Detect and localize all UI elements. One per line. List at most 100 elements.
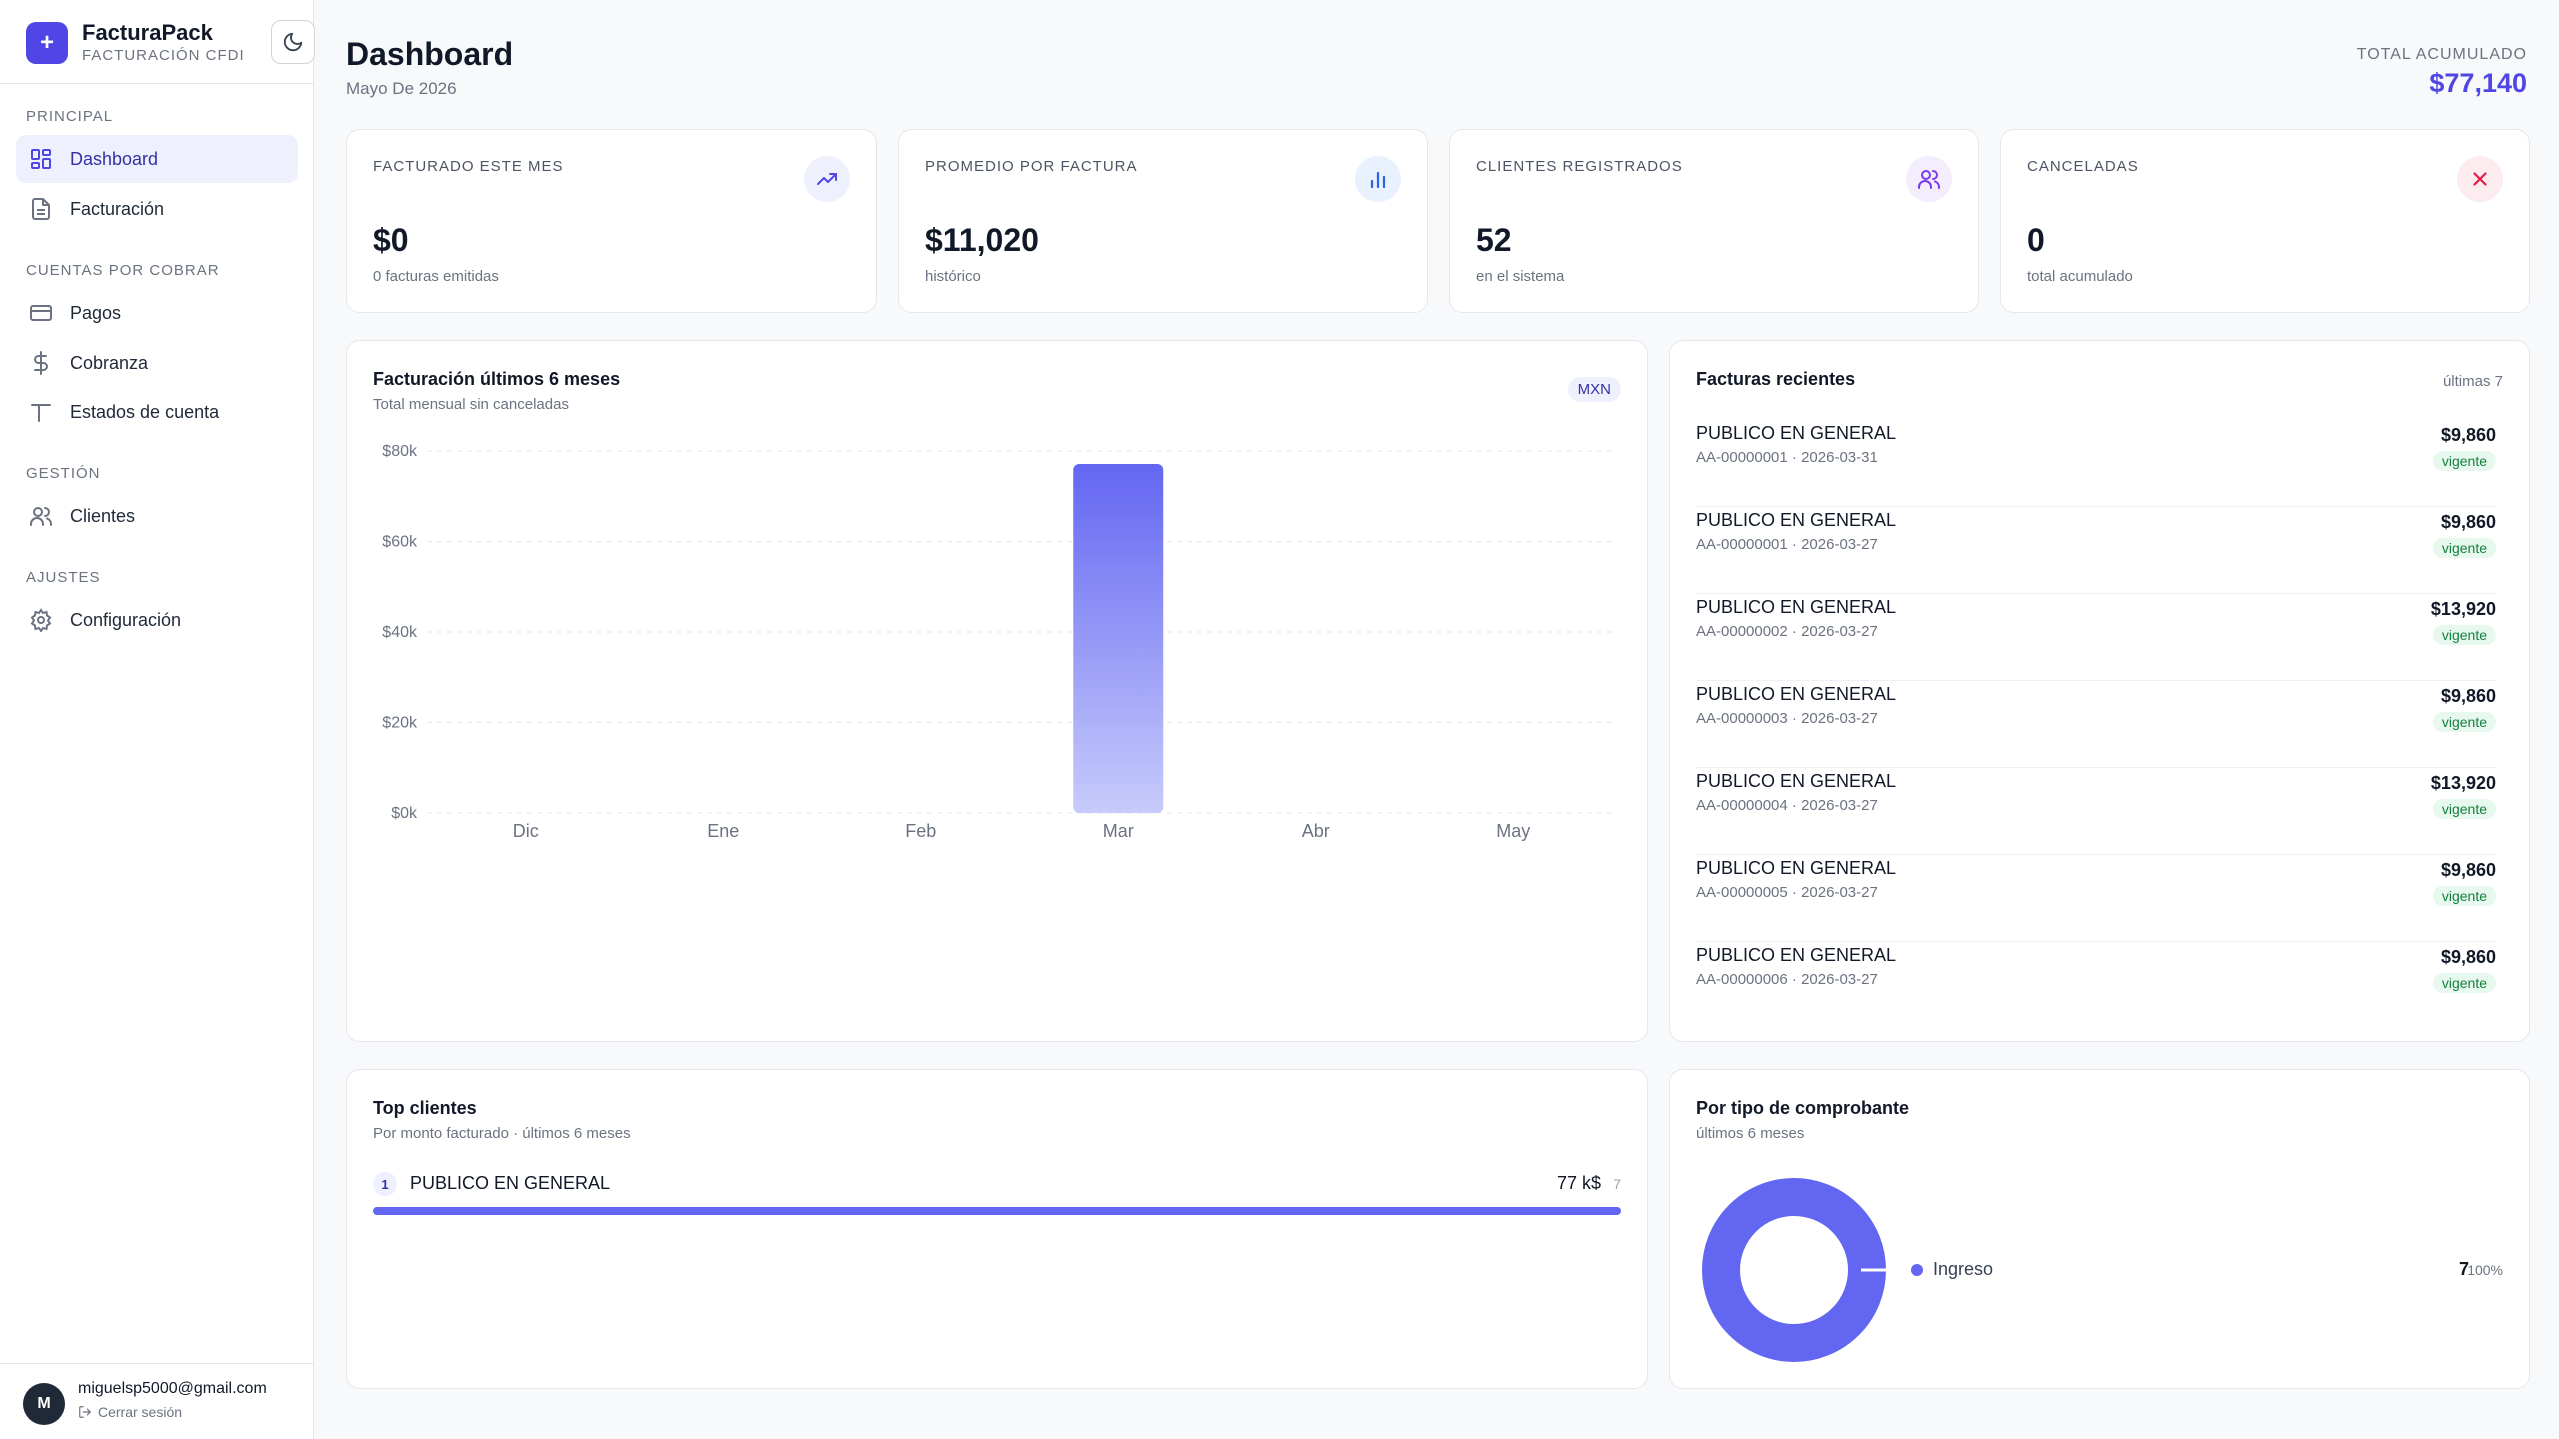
y-tick-label: $60k <box>382 534 418 551</box>
invoice-row[interactable]: PUBLICO EN GENERAL AA-00000004 · 2026-03-… <box>1696 769 2496 855</box>
invoice-meta: AA-00000005 · 2026-03-27 <box>1696 884 1878 901</box>
nav-section-principal: PRINCIPAL <box>26 108 114 125</box>
nav-section-gestion: GESTIÓN <box>26 465 101 482</box>
invoice-amount: $9,860 <box>2440 512 2496 532</box>
client-share-bar <box>373 1207 1621 1215</box>
users-icon <box>28 503 54 529</box>
invoice-amount: $9,860 <box>2440 860 2496 880</box>
invoice-client: PUBLICO EN GENERAL <box>1696 858 1897 878</box>
stat-value: 52 <box>1476 222 1512 258</box>
invoice-row[interactable]: PUBLICO EN GENERAL AA-00000001 · 2026-03-… <box>1696 421 2496 507</box>
sidebar-item-label: Configuración <box>70 609 182 630</box>
moon-icon <box>283 32 303 52</box>
by-type-card: Por tipo de comprobante últimos 6 meses … <box>1669 1069 2530 1389</box>
sidebar-item-label: Estados de cuenta <box>70 401 220 422</box>
stat-card-clientes: CLIENTES REGISTRADOS 52 en el sistema <box>1449 129 1979 313</box>
sidebar-footer-divider <box>0 1363 314 1364</box>
brand-name: FacturaPack <box>82 20 213 45</box>
recent-invoices-card: Facturas recientes últimas 7 PUBLICO EN … <box>1669 340 2530 1042</box>
statement-icon <box>28 399 54 425</box>
nav-section-cuentas: CUENTAS POR COBRAR <box>26 262 220 279</box>
client-count: 7 <box>1613 1176 1621 1192</box>
top-clients-card: Top clientes Por monto facturado · últim… <box>346 1069 1648 1389</box>
credit-card-icon <box>28 300 54 326</box>
grid-icon <box>28 146 54 172</box>
donut-chart <box>1702 1178 1894 1362</box>
sidebar-item-estados-de-cuenta[interactable]: Estados de cuenta <box>16 388 298 436</box>
x-tick-label: Mar <box>1103 821 1134 841</box>
top-clients-subtitle: Por monto facturado · últimos 6 meses <box>373 1125 631 1142</box>
sidebar-item-facturacion[interactable]: Facturación <box>16 185 298 233</box>
sidebar-item-label: Pagos <box>70 302 122 323</box>
legend-percentage: 100% <box>2467 1262 2503 1278</box>
total-label: TOTAL ACUMULADO <box>2356 46 2527 63</box>
invoice-amount: $13,920 <box>2430 773 2496 793</box>
sidebar-item-label: Cobranza <box>70 352 149 373</box>
sidebar-item-dashboard[interactable]: Dashboard <box>16 135 298 183</box>
logout-button[interactable]: Cerrar sesión <box>78 1404 182 1420</box>
theme-toggle-button[interactable] <box>271 20 315 64</box>
currency-badge: MXN <box>1567 377 1621 402</box>
sidebar-item-cobranza[interactable]: Cobranza <box>16 339 298 387</box>
client-row[interactable]: 1 PUBLICO EN GENERAL 77 k$ 7 <box>373 1170 1621 1200</box>
invoice-amount: $9,860 <box>2440 947 2496 967</box>
stat-value: $0 <box>373 222 409 258</box>
stat-note: total acumulado <box>2027 268 2133 285</box>
invoice-row[interactable]: PUBLICO EN GENERAL AA-00000002 · 2026-03-… <box>1696 595 2496 681</box>
invoice-row[interactable]: PUBLICO EN GENERAL AA-00000001 · 2026-03-… <box>1696 508 2496 594</box>
status-badge: vigente <box>2432 799 2496 819</box>
status-badge: vigente <box>2432 973 2496 993</box>
chart-subtitle: Total mensual sin canceladas <box>373 396 569 413</box>
sidebar-item-label: Dashboard <box>70 148 159 169</box>
invoice-amount: $13,920 <box>2430 599 2496 619</box>
sidebar-item-pagos[interactable]: Pagos <box>16 289 298 337</box>
x-icon <box>2457 156 2503 202</box>
logout-label: Cerrar sesión <box>98 1404 183 1420</box>
avatar[interactable]: M <box>23 1383 65 1425</box>
dollar-icon <box>28 350 54 376</box>
invoice-client: PUBLICO EN GENERAL <box>1696 684 1897 704</box>
sidebar-item-label: Facturación <box>70 198 165 219</box>
trending-up-icon <box>804 156 850 202</box>
invoice-meta: AA-00000001 · 2026-03-31 <box>1696 449 1878 466</box>
y-tick-label: $40k <box>382 624 418 641</box>
by-type-subtitle: últimos 6 meses <box>1696 1125 1805 1142</box>
chart-title: Facturación últimos 6 meses <box>373 369 621 389</box>
invoice-meta: AA-00000006 · 2026-03-27 <box>1696 971 1878 988</box>
stat-value: $11,020 <box>925 222 1039 258</box>
stat-card-promedio: PROMEDIO POR FACTURA $11,020 histórico <box>898 129 1428 313</box>
stat-label: CLIENTES REGISTRADOS <box>1476 158 1683 175</box>
bar-chart: $0k $20k $40k $60k $80k Dic Ene Feb Mar Abr May <box>382 443 1612 841</box>
bar-mar[interactable] <box>1073 463 1164 813</box>
invoice-meta: AA-00000004 · 2026-03-27 <box>1696 797 1878 814</box>
gear-icon <box>28 607 54 633</box>
sidebar-item-configuracion[interactable]: Configuración <box>16 596 298 644</box>
stat-label: PROMEDIO POR FACTURA <box>925 158 1138 175</box>
recent-count: últimas 7 <box>2442 373 2503 390</box>
x-tick-label: Feb <box>905 821 936 841</box>
x-tick-label: Ene <box>707 821 739 841</box>
stat-label: FACTURADO ESTE MES <box>373 158 564 175</box>
stat-note: en el sistema <box>1476 268 1565 285</box>
bar-chart-icon <box>1355 156 1401 202</box>
invoice-row[interactable]: PUBLICO EN GENERAL AA-00000006 · 2026-03-… <box>1696 943 2496 1029</box>
invoice-client: PUBLICO EN GENERAL <box>1696 771 1897 791</box>
sidebar: + FacturaPack FACTURACIÓN CFDI PRINCIPAL… <box>0 0 315 1439</box>
stat-card-canceladas: CANCELADAS 0 total acumulado <box>2000 129 2530 313</box>
sidebar-item-clientes[interactable]: Clientes <box>16 492 298 540</box>
top-clients-title: Top clientes <box>373 1098 477 1118</box>
total-value: $77,140 <box>2429 68 2527 98</box>
status-badge: vigente <box>2432 451 2496 471</box>
invoice-row[interactable]: PUBLICO EN GENERAL AA-00000003 · 2026-03-… <box>1696 682 2496 768</box>
sidebar-divider <box>0 83 314 84</box>
users-icon <box>1906 156 1952 202</box>
legend-value: 7 <box>2458 1259 2469 1279</box>
invoice-client: PUBLICO EN GENERAL <box>1696 510 1897 530</box>
brand: + FacturaPack FACTURACIÓN CFDI <box>26 20 315 64</box>
donut-slice-ingreso <box>1702 1178 1886 1362</box>
invoice-row[interactable]: PUBLICO EN GENERAL AA-00000005 · 2026-03-… <box>1696 856 2496 942</box>
invoice-amount: $9,860 <box>2440 686 2496 706</box>
by-type-title: Por tipo de comprobante <box>1696 1098 1910 1118</box>
plus-icon: + <box>26 22 68 64</box>
invoice-client: PUBLICO EN GENERAL <box>1696 423 1897 443</box>
